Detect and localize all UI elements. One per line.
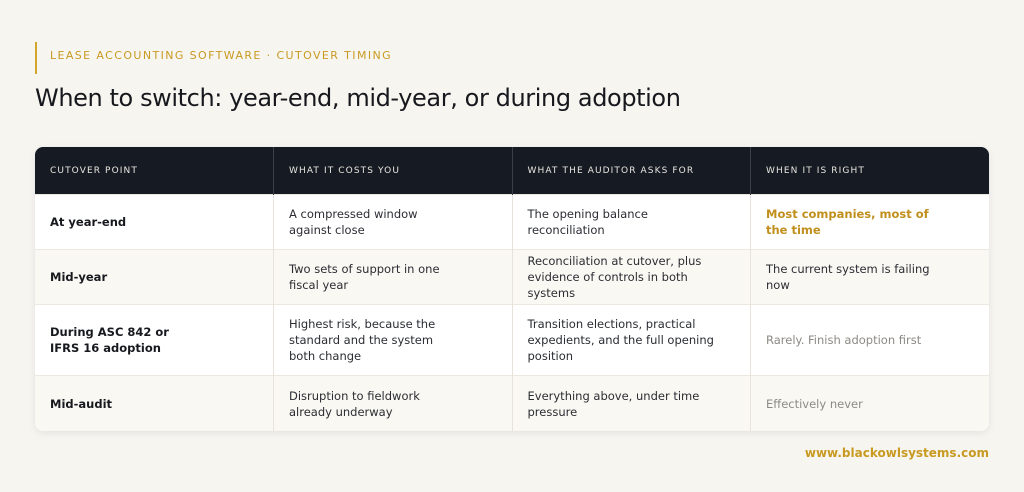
cell-text: Disruption to fieldwork already underway [289,388,420,419]
page-title: When to switch: year-end, mid-year, or d… [35,84,681,112]
cell-text: Two sets of support in one fiscal year [289,262,440,292]
cell-text: At year-end [50,215,127,229]
cell-text: Transition elections, practical expedien… [527,317,714,363]
table-row: During ASC 842 or IFRS 16 adoption Highes… [35,304,989,376]
cell-text: Mid-audit [50,396,113,411]
table-cell: At year-end [35,194,274,250]
eyebrow: LEASE ACCOUNTING SOFTWARE · CUTOVER TIMI… [50,49,393,62]
column-header: WHEN IT IS RIGHT [750,147,989,195]
table-cell: During ASC 842 or IFRS 16 adoption [35,304,274,376]
cell-text: Rarely. Finish adoption first [766,333,922,347]
accent-bar [35,42,37,74]
header-row: CUTOVER POINT WHAT IT COSTS YOU WHAT THE A… [35,147,989,195]
table-cell: Most companies, most of the time [750,194,989,250]
table-cell: Highest risk, because the standard and t… [273,304,513,376]
table-row: At year-end A compressed window against c… [35,194,989,250]
table-cell: Disruption to fieldwork already underway [273,375,513,431]
cell-text: A compressed window against close [289,207,418,237]
table-cell: Rarely. Finish adoption first [750,304,989,376]
cell-text: Highest risk, because the standard and t… [289,317,436,363]
table-cell: Everything above, under time pressure [512,375,751,431]
cell-text: Most companies, most of the time [766,207,929,237]
cell-text: Effectively never [766,396,863,411]
table-cell: The opening balance reconciliation [512,194,751,250]
cell-text: The opening balance reconciliation [527,207,648,237]
cell-text: Everything above, under time pressure [527,388,700,419]
cell-text: Reconciliation at cutover, plus evidence… [527,254,702,300]
table-body: At year-end A compressed window against c… [35,194,989,431]
table-cell: Effectively never [750,375,989,431]
table-card: CUTOVER POINT WHAT IT COSTS YOU WHAT THE A… [35,147,989,431]
table-row: Mid-audit Disruption to fieldwork already… [35,375,989,431]
table-cell: The current system is failing now [750,249,989,305]
table-cell: Mid-year [35,249,274,305]
column-header: WHAT THE AUDITOR ASKS FOR [512,147,751,195]
table-cell: Two sets of support in one fiscal year [273,249,513,305]
cell-text: Mid-year [50,270,108,284]
table-row: Mid-year Two sets of support in one fisca… [35,249,989,305]
table-cell: A compressed window against close [273,194,513,250]
column-header: CUTOVER POINT [35,147,274,195]
cell-text: During ASC 842 or IFRS 16 adoption [50,325,169,355]
footer-url: www.blackowlsystems.com [804,446,989,460]
table-cell: Transition elections, practical expedien… [512,304,751,376]
table-header: CUTOVER POINT WHAT IT COSTS YOU WHAT THE A… [35,147,989,195]
table-cell: Mid-audit [35,375,274,431]
comparison-table: CUTOVER POINT WHAT IT COSTS YOU WHAT THE A… [35,147,989,431]
table-cell: Reconciliation at cutover, plus evidence… [512,249,751,305]
cell-text: The current system is failing now [766,262,930,292]
column-header: WHAT IT COSTS YOU [273,147,513,195]
